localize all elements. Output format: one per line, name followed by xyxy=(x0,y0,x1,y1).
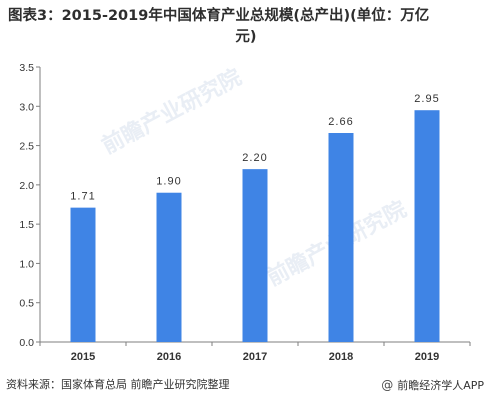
y-tick-label: 3.0 xyxy=(19,101,34,113)
chart-title-line1: 图表3：2015-2019年中国体育产业总规模(总产出)(单位：万亿 xyxy=(8,8,430,24)
bar-2018 xyxy=(328,133,354,342)
y-tick-label: 0.0 xyxy=(19,337,34,349)
y-tick-label: 2.5 xyxy=(19,141,34,153)
at-icon: @ xyxy=(381,378,394,392)
bar-2017 xyxy=(242,169,268,342)
x-tick-label-2015: 2015 xyxy=(71,351,95,363)
y-tick-label: 0.5 xyxy=(19,298,34,310)
chart-title-line2: 元) xyxy=(235,29,257,45)
data-label-2015: 1.71 xyxy=(70,191,95,203)
watermark-text: 前瞻产业研究院 xyxy=(98,64,246,159)
x-tick-label-2018: 2018 xyxy=(329,351,353,363)
y-tick-label: 3.5 xyxy=(19,62,34,74)
y-tick-label: 1.0 xyxy=(19,258,34,270)
y-tick-label: 1.5 xyxy=(19,219,34,231)
data-label-2018: 2.66 xyxy=(328,116,353,128)
data-label-2019: 2.95 xyxy=(414,93,439,105)
x-tick-label-2017: 2017 xyxy=(243,351,267,363)
brand-name: 前瞻经济学人APP xyxy=(397,379,484,392)
y-tick-label: 2.0 xyxy=(19,180,34,192)
bar-2016 xyxy=(156,192,182,342)
bars xyxy=(70,110,440,342)
x-tick-label-2019: 2019 xyxy=(415,351,439,363)
bar-2015 xyxy=(70,207,96,342)
data-label-2016: 1.90 xyxy=(156,176,181,188)
data-labels: 1.71 1.90 2.20 2.66 2.95 xyxy=(70,93,439,203)
source-note: 资料来源：国家体育总局 前瞻产业研究院整理 xyxy=(6,378,230,391)
axes: 0.0 0.5 1.0 1.5 2.0 2.5 3.0 3.5 2015 2016 2017 2018… xyxy=(19,62,471,363)
bar-2019 xyxy=(414,110,440,342)
brand-footer: @ 前瞻经济学人APP xyxy=(381,376,484,394)
data-label-2017: 2.20 xyxy=(242,152,267,164)
chart-title: 图表3：2015-2019年中国体育产业总规模(总产出)(单位：万亿元) xyxy=(8,6,484,48)
x-tick-label-2016: 2016 xyxy=(157,351,181,363)
